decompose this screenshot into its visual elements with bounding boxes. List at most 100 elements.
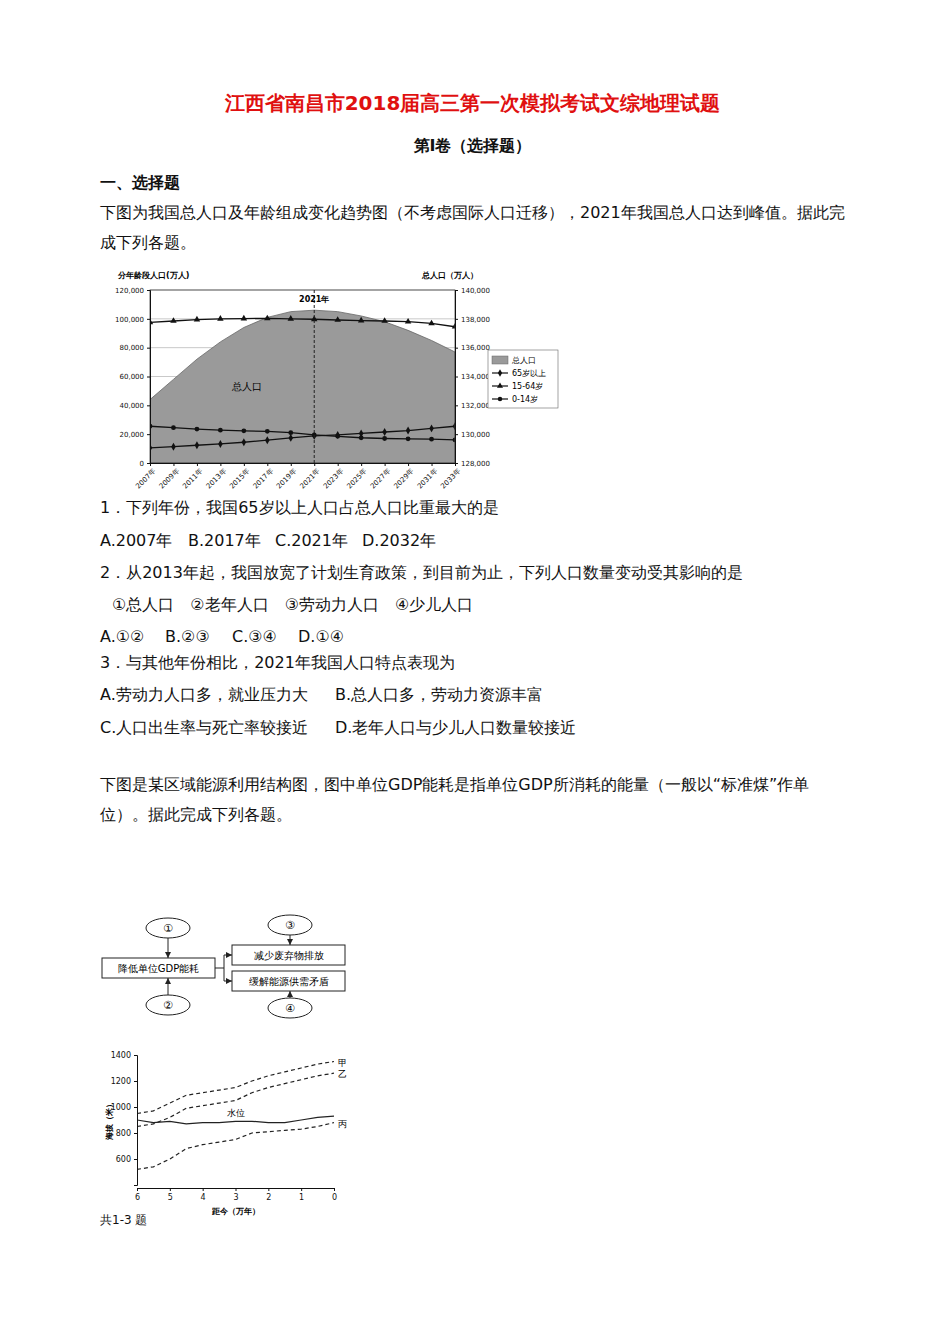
x-axis-tick-label: 0 bbox=[332, 1193, 337, 1202]
y-axis-tick: 1400 bbox=[111, 1051, 137, 1060]
caption: 共1-3 题 bbox=[100, 1212, 147, 1228]
marker bbox=[265, 436, 270, 444]
marker bbox=[170, 317, 176, 323]
x-axis-tick: 2027年 bbox=[369, 463, 392, 490]
y-axis-title: 海拔（米） bbox=[105, 1100, 114, 1141]
y-axis-tick-mark bbox=[134, 1133, 137, 1134]
y2-axis-tick-mark bbox=[455, 434, 458, 435]
x-axis-tick-label: 2009年 bbox=[158, 467, 181, 490]
x-axis-tick: 5 bbox=[168, 1188, 173, 1202]
x-axis-tick-mark bbox=[236, 1188, 237, 1191]
marker bbox=[242, 438, 247, 446]
legend-item: 15-64岁 bbox=[492, 382, 543, 391]
legend-swatch bbox=[492, 356, 508, 364]
y2-axis-tick: 134,000 bbox=[455, 373, 490, 381]
y2-axis-line bbox=[456, 291, 459, 464]
x-axis-tick-mark bbox=[170, 1188, 171, 1191]
annotation: 2021年 bbox=[299, 295, 329, 304]
arrow bbox=[224, 955, 225, 981]
passage: 下图为我国总人口及年龄组成变化趋势图（不考虑国际人口迁移），2021年我国总人口… bbox=[100, 198, 856, 258]
question-stem: 1．下列年份，我国65岁以上人口占总人口比重最大的是 bbox=[100, 493, 499, 523]
y-axis-tick-label: 80,000 bbox=[120, 344, 145, 352]
x-axis-tick-mark bbox=[338, 463, 339, 466]
marker bbox=[288, 434, 293, 442]
y-axis-tick-label: 100,000 bbox=[115, 316, 144, 324]
x-axis-tick-mark bbox=[244, 463, 245, 466]
y-axis-tick-mark bbox=[134, 1055, 137, 1056]
line bbox=[137, 1073, 334, 1126]
y-axis-tick-label: 60,000 bbox=[120, 373, 145, 381]
line bbox=[137, 1123, 334, 1170]
y2-axis-tick-label: 134,000 bbox=[461, 373, 490, 381]
marker bbox=[452, 323, 455, 329]
part-title: 第Ⅰ卷（选择题） bbox=[0, 131, 945, 161]
x-axis-tick: 2029年 bbox=[392, 463, 415, 490]
marker bbox=[218, 428, 223, 433]
x-axis-tick-label: 2033年 bbox=[439, 467, 462, 490]
option: B.总人口多，劳动力资源丰富 bbox=[335, 680, 543, 710]
y-axis-tick-label: 120,000 bbox=[115, 287, 144, 295]
x-axis-tick: 2025年 bbox=[346, 463, 369, 490]
marker bbox=[382, 436, 387, 441]
y-axis-tick-mark bbox=[147, 348, 150, 349]
x-axis-tick: 2011年 bbox=[181, 463, 204, 490]
x-axis-tick: 2021年 bbox=[299, 463, 322, 490]
node-shape bbox=[268, 998, 312, 1018]
option: C.③④ bbox=[232, 622, 277, 652]
line bbox=[137, 1062, 334, 1114]
chart: 2021年总人口020,00040,00060,00080,000100,000… bbox=[100, 262, 570, 497]
marker bbox=[334, 316, 340, 322]
option: D.老年人口与少儿人口数量较接近 bbox=[335, 713, 576, 743]
marker bbox=[335, 431, 340, 439]
x-axis-tick: 2009年 bbox=[158, 463, 181, 490]
y2-axis: 128,000130,000132,000134,000136,000138,0… bbox=[455, 287, 490, 468]
x-axis-tick-label: 2013年 bbox=[205, 467, 228, 490]
arrow bbox=[290, 991, 291, 998]
y2-axis-tick-label: 138,000 bbox=[461, 316, 490, 324]
y-axis-tick-mark bbox=[134, 1107, 137, 1108]
x-axis-tick-mark bbox=[408, 463, 409, 466]
node-label: ③ bbox=[285, 919, 295, 932]
node-shape bbox=[102, 958, 215, 978]
y2-axis-tick: 132,000 bbox=[455, 402, 490, 410]
legend-label: 0-14岁 bbox=[512, 395, 538, 404]
page: {"header": {"title": "江西省南昌市2018届高三第一次模拟… bbox=[0, 0, 945, 1337]
y-axis-tick-mark bbox=[147, 405, 150, 406]
x-axis-tick-label: 2 bbox=[266, 1193, 271, 1202]
y-axis-tick: 600 bbox=[116, 1155, 137, 1164]
question-stem: 2．从2013年起，我国放宽了计划生育政策，到目前为止，下列人口数量变动受其影响… bbox=[100, 558, 743, 588]
y-axis-tick: 120,000 bbox=[115, 287, 150, 295]
marker bbox=[429, 424, 434, 432]
y2-axis-title: 总人口（万人） bbox=[421, 271, 478, 280]
x-axis-tick-mark bbox=[385, 463, 386, 466]
y2-axis-tick: 130,000 bbox=[455, 431, 490, 439]
y2-axis-tick-label: 128,000 bbox=[461, 460, 490, 468]
legend-item: 总人口 bbox=[492, 356, 536, 365]
marker bbox=[429, 437, 434, 442]
marker bbox=[382, 428, 387, 436]
x-axis-tick: 0 bbox=[332, 1188, 337, 1202]
x-axis-tick-label: 1 bbox=[299, 1193, 304, 1202]
y-axis-tick-label: 20,000 bbox=[120, 431, 145, 439]
node-shape bbox=[232, 945, 345, 965]
x-axis-tick-mark bbox=[361, 463, 362, 466]
marker bbox=[359, 435, 364, 440]
title: 江西省南昌市2018届高三第一次模拟考试文综地理试题 bbox=[0, 88, 945, 118]
x-axis-tick: 2017年 bbox=[252, 463, 275, 490]
y2-axis-tick-label: 132,000 bbox=[461, 402, 490, 410]
chart: 甲乙水位丙6008001000120014006543210海拔（米）距今（万年… bbox=[100, 1040, 370, 1220]
y-axis-tick: 1200 bbox=[111, 1077, 137, 1086]
x-axis-tick-label: 2021年 bbox=[299, 467, 322, 490]
node-shape bbox=[146, 918, 190, 938]
plot-frame bbox=[150, 290, 455, 463]
series-label: 甲 bbox=[338, 1058, 347, 1068]
y-axis-tick-mark bbox=[134, 1159, 137, 1160]
x-axis-tick-label: 2015年 bbox=[228, 467, 251, 490]
arrow bbox=[168, 938, 169, 958]
x-axis-tick-mark bbox=[267, 463, 268, 466]
x-axis-tick-label: 6 bbox=[135, 1193, 140, 1202]
section-title: 一、选择题 bbox=[100, 168, 180, 198]
y2-axis-tick-mark bbox=[455, 377, 458, 378]
y-axis-tick-label: 0 bbox=[140, 460, 144, 468]
legend-label: 总人口 bbox=[511, 356, 536, 365]
